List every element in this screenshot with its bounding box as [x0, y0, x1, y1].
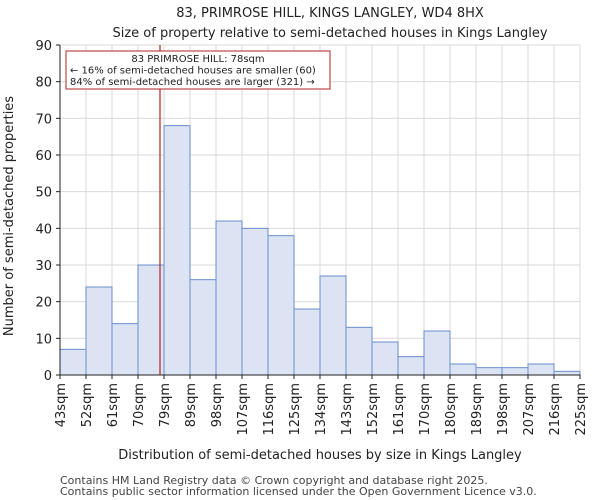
- x-tick-label: 225sqm: [574, 383, 589, 436]
- x-tick-label: 61sqm: [106, 383, 121, 427]
- bar-61sqm: [111, 323, 139, 376]
- bar-52sqm: [85, 286, 113, 376]
- x-tick-label: 89sqm: [184, 383, 199, 427]
- y-tick-label: 70: [35, 112, 52, 127]
- x-tick-label: 207sqm: [522, 383, 537, 436]
- x-tick-label: 152sqm: [366, 383, 381, 436]
- bar-216sqm: [553, 370, 581, 376]
- annotation-line-1: 83 PRIMROSE HILL: 78sqm: [131, 54, 264, 65]
- y-tick-label: 10: [35, 332, 52, 347]
- bar-43sqm: [59, 348, 87, 376]
- y-tick-label: 80: [35, 76, 52, 91]
- y-tick-label: 0: [44, 369, 52, 384]
- bar-79sqm: [163, 125, 191, 376]
- x-tick-label: 189sqm: [470, 383, 485, 436]
- x-tick-label: 116sqm: [262, 383, 277, 436]
- bar-116sqm: [267, 235, 295, 376]
- x-tick-label: 134sqm: [314, 383, 329, 436]
- x-axis-title: Distribution of semi-detached houses by …: [118, 448, 522, 463]
- y-tick-label: 20: [35, 296, 52, 311]
- footer-line-1: Contains HM Land Registry data © Crown c…: [60, 474, 488, 487]
- x-tick-label: 107sqm: [236, 383, 251, 436]
- marker-layer: 83 PRIMROSE HILL: 78sqm← 16% of semi-det…: [65, 45, 331, 375]
- x-tick-label: 52sqm: [80, 383, 95, 427]
- annotation-line-3: 84% of semi-detached houses are larger (…: [70, 77, 315, 88]
- y-axis-title: Number of semi-detached properties: [2, 96, 17, 336]
- x-tick-label: 43sqm: [54, 383, 69, 427]
- bar-180sqm: [449, 363, 477, 376]
- x-tick-label: 170sqm: [418, 383, 433, 436]
- x-tick-label: 98sqm: [210, 383, 225, 427]
- bar-89sqm: [189, 279, 217, 376]
- y-tick-label: 40: [35, 222, 52, 237]
- bar-161sqm: [397, 356, 425, 376]
- bar-98sqm: [215, 220, 243, 376]
- y-tick-label: 90: [35, 39, 52, 54]
- annotation-box: [65, 50, 331, 90]
- footer-line-2: Contains public sector information licen…: [60, 485, 537, 498]
- y-tick-label: 60: [35, 149, 52, 164]
- x-tick-label: 180sqm: [444, 383, 459, 436]
- x-tick-label: 216sqm: [548, 383, 563, 436]
- bar-107sqm: [241, 227, 269, 376]
- bar-170sqm: [423, 330, 451, 376]
- bar-152sqm: [371, 341, 399, 376]
- chart-title: 83, PRIMROSE HILL, KINGS LANGLEY, WD4 8H…: [176, 6, 484, 21]
- x-tick-label: 198sqm: [496, 383, 511, 436]
- y-tick-label: 50: [35, 186, 52, 201]
- bar-198sqm: [501, 367, 529, 376]
- x-tick-label: 70sqm: [132, 383, 147, 427]
- bar-189sqm: [475, 367, 503, 376]
- chart-subtitle: Size of property relative to semi-detach…: [112, 26, 547, 41]
- x-tick-label: 125sqm: [288, 383, 303, 436]
- bar-207sqm: [527, 363, 555, 376]
- bar-134sqm: [319, 275, 347, 376]
- x-tick-label: 79sqm: [158, 383, 173, 427]
- x-tick-label: 143sqm: [340, 383, 355, 436]
- bar-125sqm: [293, 308, 321, 376]
- axis-layer: 0 10 20 30 40 50 60 70 80 90 43sqm 52sqm 61sqm 70sqm 7…: [35, 39, 589, 436]
- annotation-line-2: ← 16% of semi-detached houses are smalle…: [70, 66, 316, 77]
- bar-143sqm: [345, 326, 373, 376]
- y-tick-label: 30: [35, 259, 52, 274]
- x-tick-label: 161sqm: [392, 383, 407, 436]
